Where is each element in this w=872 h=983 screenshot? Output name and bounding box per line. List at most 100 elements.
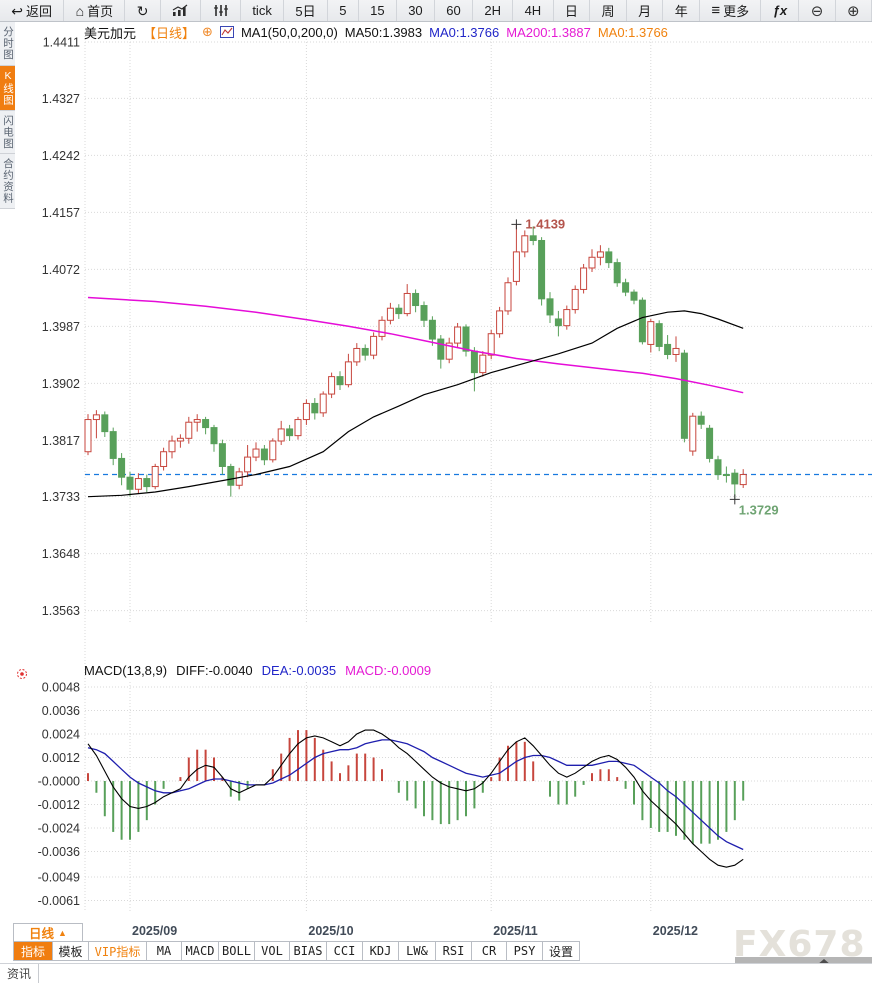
zoom-in-icon: ⊕: [846, 2, 860, 20]
tab-vip-indicator[interactable]: VIP指标: [89, 942, 147, 960]
interval-2h-button[interactable]: 2H: [473, 0, 514, 21]
ma0-blue-value: MA0:1.3766: [429, 24, 500, 40]
macd-dea-value: DEA:-0.0035: [261, 663, 337, 678]
tab-psy[interactable]: PSY: [507, 942, 543, 960]
home-icon: ⌂: [75, 2, 85, 19]
scroll-expand-icon[interactable]: [817, 959, 831, 965]
zoom-out-icon: ⊖: [810, 2, 824, 20]
ma0-orange-value: MA0:1.3766: [597, 24, 668, 40]
price-header: 美元加元 【日线】 ⊕ MA1(50,0,200,0) MA50:1.3983 …: [84, 24, 668, 41]
interval-week-button-label: 周: [601, 4, 615, 19]
fx-icon: ƒx: [772, 3, 788, 18]
tab-indicator[interactable]: 指标: [13, 942, 53, 960]
interval-5d-button[interactable]: 5日: [284, 0, 328, 21]
interval-2h-button-label: 2H: [484, 3, 501, 18]
tab-kdj[interactable]: KDJ: [363, 942, 399, 960]
indicator-tab-bar: 指标 模板 VIP指标 MA MACD BOLL VOL BIAS CCI KDJ LW& RSI CR…: [13, 941, 580, 961]
svg-text:-0.0061: -0.0061: [38, 894, 80, 908]
svg-text:2025/09: 2025/09: [132, 924, 177, 938]
formula-button[interactable]: ƒx: [761, 0, 800, 21]
interval-day-button-label: 日: [564, 4, 578, 19]
svg-text:1.4139: 1.4139: [525, 216, 565, 231]
interval-5m-button[interactable]: 5: [328, 0, 359, 21]
zoom-out-button[interactable]: ⊖: [799, 0, 836, 21]
interval-week-button[interactable]: 周: [590, 0, 627, 21]
svg-text:1.4242: 1.4242: [42, 149, 80, 163]
interval-day-button[interactable]: 日: [554, 0, 591, 21]
interval-60m-button-label: 60: [446, 3, 461, 18]
bottom-scrollbar[interactable]: [735, 957, 872, 966]
interval-year-button-label: 年: [674, 4, 688, 19]
tab-time-chart[interactable]: 分时图: [0, 22, 15, 66]
period-dropdown-label: 日线: [29, 927, 55, 941]
tab-ma[interactable]: MA: [147, 942, 182, 960]
news-bar: 资讯: [0, 963, 872, 983]
interval-4h-button[interactable]: 4H: [513, 0, 554, 21]
add-favorite-icon[interactable]: ⊕: [202, 24, 213, 39]
macd-bar-value: MACD:-0.0009: [345, 663, 432, 678]
svg-text:-0.0049: -0.0049: [38, 870, 80, 884]
svg-text:1.4327: 1.4327: [42, 92, 80, 106]
svg-text:1.3729: 1.3729: [739, 502, 779, 517]
refresh-icon: ↻: [136, 2, 149, 19]
svg-text:1.3987: 1.3987: [42, 320, 80, 334]
tab-template[interactable]: 模板: [53, 942, 89, 960]
period-label: 【日线】: [143, 25, 196, 41]
tab-kline-chart[interactable]: K线图: [0, 65, 15, 111]
tab-cr[interactable]: CR: [472, 942, 507, 960]
svg-text:2025/11: 2025/11: [493, 924, 538, 938]
candle-sliders-icon: [213, 4, 229, 17]
interval-month-button[interactable]: 月: [627, 0, 664, 21]
tab-rsi[interactable]: RSI: [436, 942, 472, 960]
back-button[interactable]: ↩ 返回: [0, 0, 65, 21]
bar-chart-icon: [172, 4, 189, 17]
svg-text:2025/10: 2025/10: [308, 924, 353, 938]
tab-boll[interactable]: BOLL: [219, 942, 255, 960]
interval-30m-button[interactable]: 30: [397, 0, 435, 21]
svg-text:1.3563: 1.3563: [42, 604, 80, 618]
tab-bias[interactable]: BIAS: [290, 942, 327, 960]
tab-contract-info[interactable]: 合约资料: [0, 154, 15, 209]
svg-text:0.0048: 0.0048: [42, 681, 80, 695]
refresh-button[interactable]: ↻: [125, 0, 161, 21]
more-button[interactable]: ≡ 更多: [700, 0, 762, 21]
back-button-label: 返回: [26, 4, 53, 19]
up-triangle-icon: ▲: [58, 927, 67, 938]
tab-settings[interactable]: 设置: [543, 942, 580, 960]
interval-60m-button[interactable]: 60: [435, 0, 474, 21]
macd-header: MACD(13,8,9) DIFF:-0.0040 DEA:-0.0035 MA…: [84, 663, 431, 678]
interval-tick-button[interactable]: tick: [241, 0, 285, 21]
candle-chart-button[interactable]: [201, 0, 242, 21]
interval-5d-button-label: 5日: [295, 4, 316, 19]
trend-chart-button[interactable]: [161, 0, 202, 21]
svg-text:-0.0024: -0.0024: [38, 822, 80, 836]
more-button-label: 更多: [723, 4, 750, 19]
news-tab[interactable]: 资讯: [0, 964, 39, 983]
macd-formula-label: MACD(13,8,9): [84, 663, 168, 678]
svg-text:-0.0012: -0.0012: [38, 798, 80, 812]
svg-text:1.3902: 1.3902: [42, 377, 80, 391]
period-dropdown-button[interactable]: 日线 ▲: [13, 923, 83, 942]
tab-macd[interactable]: MACD: [182, 942, 219, 960]
chart-type-tabs: 分时图 K线图 闪电图 合约资料: [0, 22, 15, 209]
interval-month-button-label: 月: [638, 4, 652, 19]
tab-cci[interactable]: CCI: [327, 942, 363, 960]
toolbar: ↩ 返回 ⌂ 首页 ↻ tick 5日 5 15 30 60 2H 4H 日周月年 ≡ 更多 ƒx ⊖ ⊕: [0, 0, 872, 22]
tab-lightning-chart[interactable]: 闪电图: [0, 110, 15, 154]
svg-text:1.3733: 1.3733: [42, 490, 80, 504]
svg-text:1.4072: 1.4072: [42, 263, 80, 277]
interval-15m-button[interactable]: 15: [359, 0, 397, 21]
zoom-in-button[interactable]: ⊕: [836, 0, 872, 21]
svg-text:-0.0036: -0.0036: [38, 845, 80, 859]
tab-vol[interactable]: VOL: [255, 942, 290, 960]
back-arrow-icon: ↩: [11, 2, 24, 19]
interval-year-button[interactable]: 年: [663, 0, 701, 21]
menu-icon: ≡: [711, 2, 721, 19]
svg-text:1.4157: 1.4157: [42, 206, 80, 220]
svg-text:2025/12: 2025/12: [653, 924, 698, 938]
home-button[interactable]: ⌂ 首页: [64, 0, 126, 21]
interval-5m-button-label: 5: [339, 3, 347, 18]
tab-lw[interactable]: LW&: [399, 942, 436, 960]
interval-30m-button-label: 30: [408, 3, 423, 18]
